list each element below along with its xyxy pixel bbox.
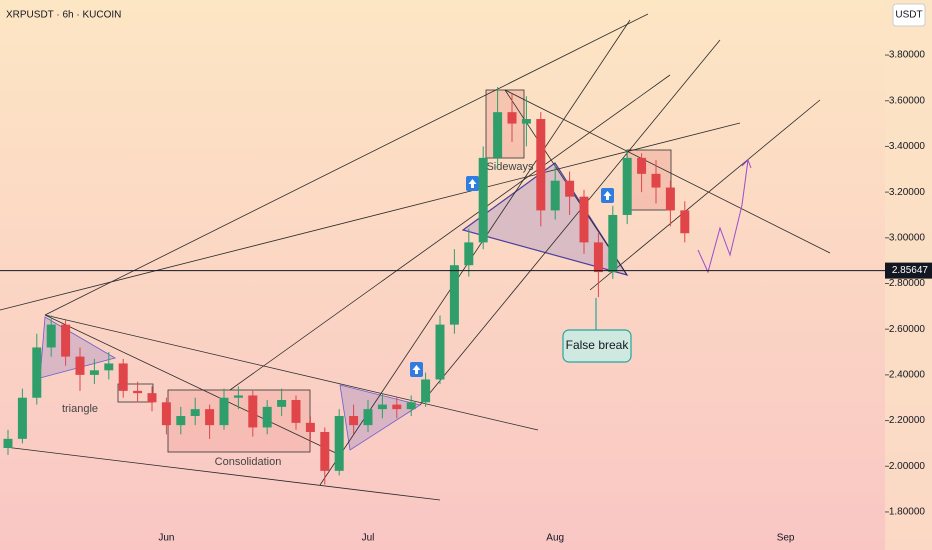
candle-body [478,157,488,243]
projection-arrow [741,159,752,169]
candle-body [133,390,143,394]
candle-body [3,438,13,448]
candle-body [118,363,128,391]
candle-body [32,347,42,398]
candle-body [608,214,618,273]
candle-body [593,242,603,273]
currency-label: USDT [895,10,922,21]
x-tick-label: Aug [546,533,564,544]
range-box [167,389,311,453]
candle-body [277,400,287,407]
chart-title: XRPUSDT · 6h · KUCOIN [6,10,121,21]
x-tick-label: Jun [158,533,174,544]
candle-body [219,397,229,426]
candle-body [334,416,344,471]
candle-body [421,379,431,403]
trend-line [4,446,441,501]
candle-body [75,356,85,375]
trend-line [319,19,631,486]
trend-line [0,122,741,311]
currency-button[interactable] [892,3,926,27]
candle-body [89,370,99,375]
y-tick-label: 2.80000 [889,278,926,289]
x-tick-label: Sep [777,533,795,544]
candle-body [17,397,27,439]
candle-body [291,400,301,423]
candle-body [176,416,186,426]
candle-body [435,324,445,380]
y-tick-label: 3.80000 [889,50,926,61]
candle-body [377,404,387,410]
y-tick-label: 2.60000 [889,324,926,335]
candle-body [104,363,114,371]
y-tick-label: 3.40000 [889,141,926,152]
trend-line [229,74,671,391]
last-price-label: 2.85647 [892,265,929,276]
candle-body [363,409,373,426]
range-box [626,149,672,211]
y-tick-label: 2.40000 [889,370,926,381]
x-tick-label: Jul [362,533,375,544]
annotation: Sideways [486,161,534,173]
breakout-marker-icon [412,365,421,374]
trend-line [44,314,341,456]
candle-body [507,112,517,124]
candle-body [349,416,359,426]
trend-line [44,13,649,316]
candle-body [565,180,575,197]
range-box [117,383,154,403]
candle-body [637,157,647,174]
y-tick-label: 3.20000 [889,187,926,198]
breakout-marker-icon [603,191,612,200]
y-tick-label: 2.20000 [889,415,926,426]
candle-body [392,404,402,410]
candle-body [406,402,416,410]
candle-body [449,265,459,325]
y-tick-label: 3.60000 [889,95,926,106]
candle-body [233,395,243,398]
y-tick-label: 1.80000 [889,507,926,518]
candle-body [536,119,546,211]
candle-body [651,173,661,188]
candle-body [622,157,632,215]
candle-body [579,196,589,243]
annotation: triangle [62,403,98,415]
projection-path [697,159,749,274]
annotation: False break [566,338,630,352]
candle-body [320,431,330,471]
candle-body [680,210,690,234]
y-tick-label: 2.00000 [889,461,926,472]
trend-line [504,89,831,254]
drawings: False break triangle Consolidation Sidew… [0,13,831,501]
candle-body [464,242,474,266]
candle-body [521,119,531,124]
candle-body [205,409,215,426]
candle-body [248,395,258,428]
breakout-marker-icon [468,179,477,188]
candle-body [147,393,157,403]
trend-line [419,39,721,406]
trend-line [44,314,539,431]
candle-body [493,112,503,158]
y-tick-label: 3.00000 [889,232,926,243]
callout-box [562,329,632,363]
range-box [485,89,525,159]
candle-body [161,402,171,426]
candle-body [190,409,200,417]
candles [3,87,690,485]
trend-line [589,99,821,291]
candle-body [61,324,71,357]
candle-body [665,187,675,211]
candle-body [262,406,272,428]
candle-body [305,422,315,432]
last-price-tag [885,262,932,279]
candle-body [550,180,560,211]
candle-body [46,324,56,348]
annotation: Consolidation [215,456,282,468]
